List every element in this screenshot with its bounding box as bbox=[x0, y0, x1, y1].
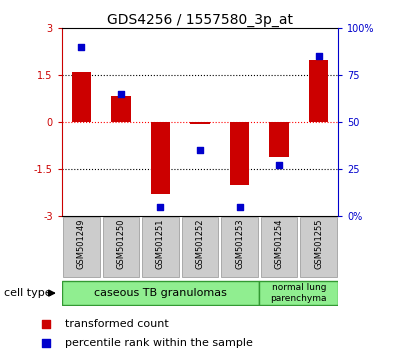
Bar bbox=[309, 59, 328, 122]
Point bbox=[315, 53, 322, 59]
Point bbox=[43, 321, 49, 327]
FancyBboxPatch shape bbox=[142, 217, 179, 277]
FancyBboxPatch shape bbox=[300, 217, 337, 277]
Bar bbox=[150, 122, 170, 194]
Point bbox=[118, 91, 124, 97]
Bar bbox=[62, 281, 259, 305]
Point bbox=[157, 204, 164, 210]
FancyBboxPatch shape bbox=[221, 217, 258, 277]
Title: GDS4256 / 1557580_3p_at: GDS4256 / 1557580_3p_at bbox=[107, 13, 293, 27]
FancyBboxPatch shape bbox=[182, 217, 218, 277]
Bar bbox=[269, 122, 289, 156]
Text: GSM501249: GSM501249 bbox=[77, 218, 86, 269]
Text: GSM501251: GSM501251 bbox=[156, 218, 165, 269]
Point bbox=[43, 340, 49, 346]
Text: percentile rank within the sample: percentile rank within the sample bbox=[64, 338, 252, 348]
Bar bbox=[190, 122, 210, 124]
FancyBboxPatch shape bbox=[103, 217, 139, 277]
Text: GSM501253: GSM501253 bbox=[235, 218, 244, 269]
Bar bbox=[259, 281, 338, 305]
Text: GSM501254: GSM501254 bbox=[275, 218, 283, 269]
Text: GSM501252: GSM501252 bbox=[195, 218, 205, 269]
Text: caseous TB granulomas: caseous TB granulomas bbox=[94, 288, 227, 298]
FancyBboxPatch shape bbox=[63, 217, 100, 277]
Point bbox=[236, 204, 243, 210]
Text: GSM501250: GSM501250 bbox=[117, 218, 125, 269]
Bar bbox=[230, 122, 250, 185]
Bar bbox=[111, 96, 131, 122]
Text: transformed count: transformed count bbox=[64, 319, 168, 329]
Point bbox=[197, 147, 203, 153]
Point bbox=[78, 44, 85, 50]
Point bbox=[276, 162, 282, 168]
FancyBboxPatch shape bbox=[261, 217, 297, 277]
Bar bbox=[72, 72, 91, 122]
Text: cell type: cell type bbox=[4, 288, 52, 298]
Text: GSM501255: GSM501255 bbox=[314, 218, 323, 269]
Text: normal lung
parenchyma: normal lung parenchyma bbox=[271, 283, 327, 303]
